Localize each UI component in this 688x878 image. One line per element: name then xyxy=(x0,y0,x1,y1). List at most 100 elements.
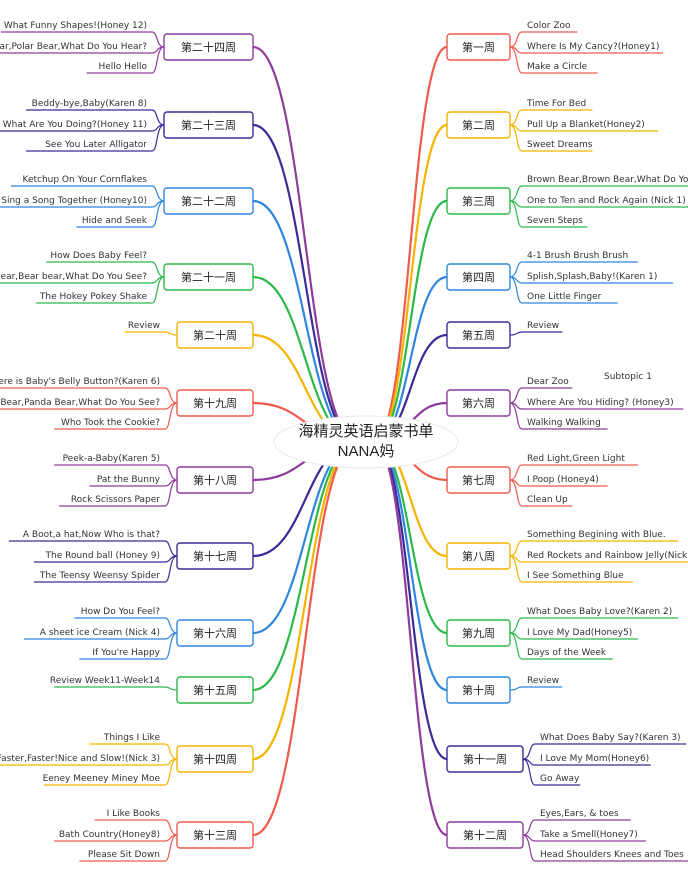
subtopic-label[interactable]: Subtopic 1 xyxy=(604,372,652,382)
book-title[interactable]: The Hokey Pokey Shake xyxy=(39,292,148,302)
book-title[interactable]: How Do You Feel? xyxy=(81,607,160,617)
week-label: 第八周 xyxy=(462,549,495,563)
book-title[interactable]: Make a Circle xyxy=(527,62,588,72)
book-title[interactable]: One to Ten and Rock Again (Nick 1) xyxy=(527,196,686,206)
book-title[interactable]: Time For Bed xyxy=(526,99,586,109)
week-node[interactable] xyxy=(446,619,511,647)
book-title[interactable]: Hide and Seek xyxy=(82,216,148,226)
sub-branch-line xyxy=(509,46,598,74)
week-node[interactable] xyxy=(176,321,254,349)
book-title[interactable]: Walking Walking xyxy=(527,418,601,428)
book-title[interactable]: Who Took the Cookie? xyxy=(61,418,160,428)
book-title[interactable]: Panda Bear,Panda Bear,What Do You See? xyxy=(0,398,160,408)
week-node[interactable] xyxy=(163,111,254,139)
book-title[interactable]: What Does Baby Love?(Karen 2) xyxy=(527,607,672,617)
book-title[interactable]: Faster,Faster!Nice and Slow!(Nick 3) xyxy=(0,754,160,764)
book-title[interactable]: Splish,Splash,Baby!(Karen 1) xyxy=(527,272,657,282)
book-title[interactable]: A Boot,a hat,Now Who is that? xyxy=(23,530,160,540)
book-title[interactable]: Ketchup On Your Cornflakes xyxy=(22,175,147,185)
book-title[interactable]: Where Is My Cancy?(Honey1) xyxy=(527,42,659,52)
sub-branch-line xyxy=(36,276,165,304)
book-title[interactable]: Review xyxy=(128,321,160,331)
book-title[interactable]: Take a Smell(Honey7) xyxy=(539,830,638,840)
book-title[interactable]: I See Something Blue xyxy=(527,571,624,581)
book-title[interactable]: Hello Hello xyxy=(99,62,148,72)
book-title[interactable]: What Does Baby Say?(Karen 3) xyxy=(540,733,681,743)
book-title[interactable]: I Poop (Honey4) xyxy=(527,475,599,485)
week-node[interactable] xyxy=(176,542,254,570)
sub-branch-line xyxy=(509,276,618,304)
book-title[interactable]: Head Shoulders Knees and Toes xyxy=(540,850,684,860)
week-node[interactable] xyxy=(163,187,254,215)
week-node[interactable] xyxy=(176,821,254,849)
book-title[interactable]: Eeney Meeney Miney Moe xyxy=(43,774,161,784)
week-node[interactable] xyxy=(176,466,254,494)
book-title[interactable]: Review xyxy=(527,676,559,686)
book-title[interactable]: Days of the Week xyxy=(527,648,607,658)
week-label: 第七周 xyxy=(462,473,495,487)
book-title[interactable]: Red Light,Green Light xyxy=(527,454,625,464)
week-node[interactable] xyxy=(176,676,254,704)
book-title[interactable]: Color Zoo xyxy=(527,21,571,31)
week-node[interactable] xyxy=(446,389,511,417)
book-title[interactable]: Let's Sing a Song Together (Honey10) xyxy=(0,196,147,206)
book-title[interactable]: Polar Bear,Polar Bear,What Do You Hear? xyxy=(0,42,147,52)
week-node[interactable] xyxy=(446,745,524,773)
book-title[interactable]: Red Rockets and Rainbow Jelly(Nick 2) xyxy=(527,551,688,561)
book-title[interactable]: Things I Like xyxy=(103,733,161,743)
book-title[interactable]: Baby Bear,Bear bear,What Do You See? xyxy=(0,272,147,282)
book-title[interactable]: Pat the Bunny xyxy=(97,475,161,485)
week-node[interactable] xyxy=(446,542,511,570)
week-label: 第十周 xyxy=(462,683,495,697)
book-title[interactable]: I Love My Mom(Honey6) xyxy=(540,754,649,764)
book-title[interactable]: 4-1 Brush Brush Brush xyxy=(527,251,628,261)
week-node[interactable] xyxy=(446,821,524,849)
book-title[interactable]: Where is Baby's Belly Button?(Karen 6) xyxy=(0,377,160,387)
book-title[interactable]: If You're Happy xyxy=(92,648,160,658)
book-title[interactable]: Sweet Dreams xyxy=(527,140,593,150)
book-title[interactable]: What Are You Doing?(Honey 11) xyxy=(3,120,147,130)
week-node[interactable] xyxy=(446,321,511,349)
book-title[interactable]: The Round ball (Honey 9) xyxy=(45,551,160,561)
week-node[interactable] xyxy=(176,619,254,647)
book-title[interactable]: Beddy-bye,Baby(Karen 8) xyxy=(32,99,147,109)
week-node[interactable] xyxy=(163,33,254,61)
week-node[interactable] xyxy=(163,263,254,291)
book-title[interactable]: The Teensy Weensy Spider xyxy=(39,571,160,581)
book-title[interactable]: How Does Baby Feel? xyxy=(50,251,147,261)
book-title[interactable]: Go Away xyxy=(540,774,580,784)
book-title[interactable]: I Like Books xyxy=(107,809,161,819)
book-title[interactable]: Where Are You Hiding? (Honey3) xyxy=(527,398,674,408)
book-title[interactable]: Clean Up xyxy=(527,495,568,505)
week-node[interactable] xyxy=(446,263,511,291)
week-node[interactable] xyxy=(176,745,254,773)
book-title[interactable]: Dear Zoo xyxy=(527,377,569,387)
book-title[interactable]: Seven Steps xyxy=(527,216,583,226)
sub-branch-line xyxy=(509,185,688,202)
book-title[interactable]: Rock Scissors Paper xyxy=(71,495,160,505)
book-title[interactable]: Review Week11-Week14 xyxy=(50,676,160,686)
week-label: 第二十一周 xyxy=(181,270,236,284)
central-topic-bubble xyxy=(273,415,459,469)
book-title[interactable]: Bath Country(Honey8) xyxy=(59,830,160,840)
book-title[interactable]: Eyes,Ears, & toes xyxy=(540,809,619,819)
book-title[interactable]: What Funny Shapes!(Honey 12) xyxy=(4,21,147,31)
book-title[interactable]: Review xyxy=(527,321,559,331)
week-node[interactable] xyxy=(446,111,511,139)
week-node[interactable] xyxy=(446,187,511,215)
book-title[interactable]: Pull Up a Blanket(Honey2) xyxy=(527,120,645,130)
week-node[interactable] xyxy=(446,33,511,61)
week-node[interactable] xyxy=(176,389,254,417)
book-title[interactable]: Peek-a-Baby(Karen 5) xyxy=(63,454,160,464)
book-title[interactable]: A sheet ice Cream (Nick 4) xyxy=(40,628,160,638)
book-title[interactable]: Please Sit Down xyxy=(88,850,160,860)
book-title[interactable]: Brown Bear,Brown Bear,What Do You See xyxy=(527,175,688,185)
book-title[interactable]: See You Later Alligator xyxy=(45,140,147,150)
book-title[interactable]: I Love My Dad(Honey5) xyxy=(527,628,632,638)
week-node[interactable] xyxy=(446,676,511,704)
central-topic[interactable]: 海精灵英语启蒙书单 NANA妈 xyxy=(276,416,456,468)
sub-branch-line xyxy=(10,185,165,202)
book-title[interactable]: One Little Finger xyxy=(527,292,602,302)
book-title[interactable]: Something Begining with Blue. xyxy=(527,530,666,540)
week-node[interactable] xyxy=(446,466,511,494)
